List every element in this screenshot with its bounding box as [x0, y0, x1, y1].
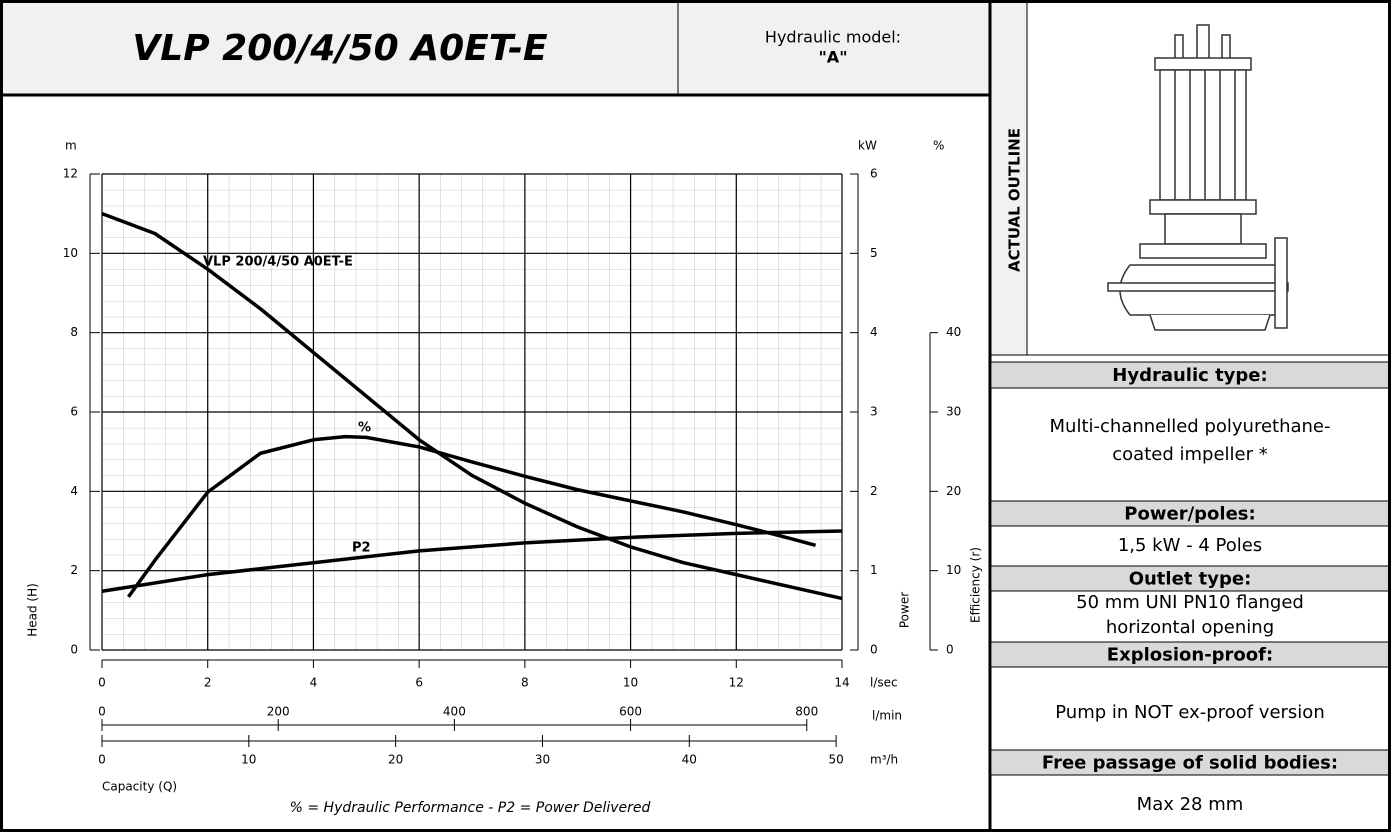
y2-label: Power — [898, 592, 912, 628]
x2-unit: l/min — [872, 709, 902, 723]
pump-drawing — [1108, 25, 1288, 330]
y-label: Head (H) — [26, 583, 40, 637]
y3-tick-label: 30 — [946, 405, 961, 419]
row-value: 50 mm UNI PN10 flanged — [1076, 592, 1304, 613]
y3-tick-label: 10 — [946, 563, 961, 577]
y2-tick-label: 2 — [870, 484, 878, 498]
x2-tick-label: 0 — [98, 705, 106, 719]
y3-unit: % — [933, 139, 944, 153]
x2-tick-label: 800 — [795, 705, 818, 719]
outline-label: ACTUAL OUTLINE — [1006, 128, 1024, 272]
y-tick-label: 0 — [70, 643, 78, 657]
row-value: 1,5 kW - 4 Poles — [1118, 535, 1262, 556]
y-tick-label: 2 — [70, 563, 78, 577]
x3-tick-label: 20 — [388, 753, 403, 767]
x-tick-label: 6 — [415, 676, 423, 690]
row-heading: Power/poles: — [1124, 504, 1255, 525]
model-label: Hydraulic model: — [765, 28, 901, 47]
y3-tick-label: 40 — [946, 325, 961, 339]
model: "A" — [818, 48, 847, 67]
x-unit: l/sec — [870, 676, 898, 690]
y2-tick-label: 5 — [870, 246, 878, 260]
y-tick-label: 10 — [63, 246, 78, 260]
y2-tick-label: 6 — [870, 167, 878, 181]
y2-tick-label: 0 — [870, 643, 878, 657]
row-heading: Free passage of solid bodies: — [1042, 753, 1338, 774]
curve-label: VLP 200/4/50 A0ET-E — [203, 255, 353, 270]
caption: % = Hydraulic Performance - P2 = Power D… — [290, 800, 651, 816]
row-value: Multi-channelled polyurethane- — [1050, 416, 1331, 437]
x-tick-label: 0 — [98, 676, 106, 690]
curve-label: % — [358, 421, 371, 436]
x-tick-label: 2 — [204, 676, 212, 690]
y2-tick-label: 4 — [870, 325, 878, 339]
y3-label: Efficiency (r) — [969, 547, 983, 623]
x-tick-label: 12 — [729, 676, 744, 690]
row-heading: Outlet type: — [1129, 569, 1252, 590]
x3-tick-label: 10 — [241, 753, 256, 767]
y3-tick-label: 0 — [946, 643, 954, 657]
x3-tick-label: 40 — [682, 753, 697, 767]
row-heading: Explosion-proof: — [1107, 645, 1273, 666]
y-tick-label: 12 — [63, 167, 78, 181]
y-tick-label: 8 — [70, 325, 78, 339]
y2-tick-label: 3 — [870, 405, 878, 419]
y-unit: m — [65, 139, 77, 153]
x-tick-label: 8 — [521, 676, 529, 690]
row-value: coated impeller * — [1112, 444, 1267, 465]
x-label: Capacity (Q) — [102, 780, 177, 794]
y3-tick-label: 20 — [946, 484, 961, 498]
x3-tick-label: 30 — [535, 753, 550, 767]
x-tick-label: 14 — [834, 676, 849, 690]
x2-tick-label: 400 — [443, 705, 466, 719]
x3-unit: m³/h — [870, 753, 898, 767]
y2-unit: kW — [858, 139, 877, 153]
y-tick-label: 4 — [70, 484, 78, 498]
x2-tick-label: 200 — [267, 705, 290, 719]
x2-tick-label: 600 — [619, 705, 642, 719]
title: VLP 200/4/50 A0ET-E — [132, 28, 548, 69]
row-value: horizontal opening — [1106, 617, 1274, 638]
x-tick-label: 4 — [310, 676, 318, 690]
y-tick-label: 6 — [70, 405, 78, 419]
x3-tick-label: 50 — [828, 753, 843, 767]
row-value: Max 28 mm — [1137, 794, 1244, 815]
x3-tick-label: 0 — [98, 753, 106, 767]
row-value: Pump in NOT ex-proof version — [1055, 702, 1324, 723]
datasheet: VLP 200/4/50 A0ET-E Hydraulic model: "A"… — [0, 0, 1391, 832]
row-heading: Hydraulic type: — [1112, 365, 1267, 386]
curve-label: P2 — [352, 541, 371, 556]
y2-tick-label: 1 — [870, 563, 878, 577]
x-tick-label: 10 — [623, 676, 638, 690]
